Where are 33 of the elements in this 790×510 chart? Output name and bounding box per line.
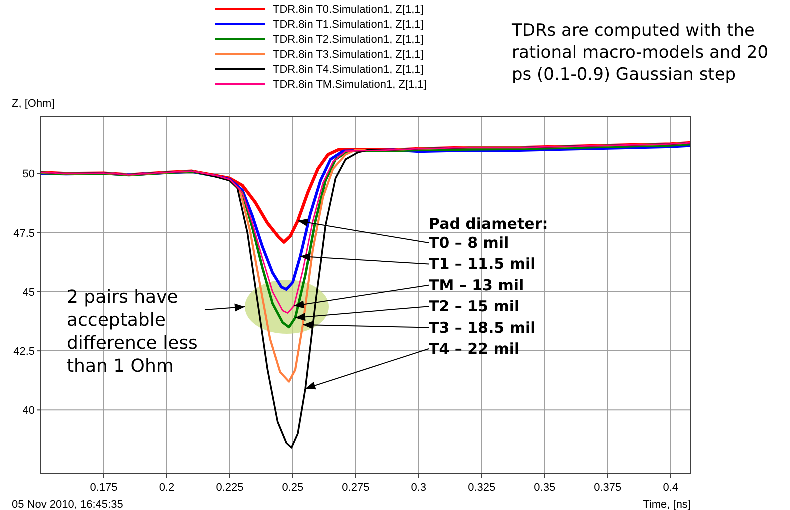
legend-label: TDR.8in TM.Simulation1, Z[1,1]: [273, 79, 427, 91]
text: TDRs are computed with the rational macro-models and 20 ps (0.1-0.9) Gaussian step: [511, 21, 769, 85]
y-tick-label: 47.5: [14, 228, 35, 240]
annotation: 2 pairs have acceptable difference less than 1 Ohm: [67, 287, 198, 377]
annotation: T2 – 15 mil: [429, 298, 520, 316]
annotation: Pad diameter:: [429, 215, 548, 233]
annotation: TM – 13 mil: [429, 276, 524, 294]
x-tick-label: 0.225: [216, 482, 244, 494]
x-tick-label: 0.2: [159, 482, 175, 494]
y-tick-label: 40: [22, 405, 35, 418]
y-axis-title: Z, [Ohm]: [12, 98, 55, 110]
x-tick-label: 0.4: [663, 482, 678, 494]
x-tick-label: 0.25: [282, 482, 304, 494]
legend-label: TDR.8in T3.Simulation1, Z[1,1]: [273, 49, 424, 61]
x-tick-label: 0.35: [534, 482, 556, 494]
x-tick-label: 0.275: [342, 482, 370, 494]
y-tick-label: 50: [22, 168, 35, 181]
y-tick-label: 42.5: [14, 346, 35, 358]
annotation: T3 – 18.5 mil: [429, 318, 536, 337]
x-tick-label: 0.325: [468, 482, 496, 494]
x-tick-label: 0.375: [594, 482, 622, 494]
x-axis-title: Time, [ns]: [643, 499, 691, 510]
x-tick-label: 0.3: [411, 482, 427, 494]
annotation: T4 – 22 mil: [429, 340, 520, 358]
x-tick-label: 0.175: [90, 482, 118, 494]
y-tick-label: 45: [22, 286, 35, 299]
legend-label: TDR.8in T4.Simulation1, Z[1,1]: [273, 64, 424, 76]
legend-label: TDR.8in T2.Simulation1, Z[1,1]: [273, 34, 424, 46]
annotation: T1 – 11.5 mil: [429, 255, 536, 274]
text: 05 Nov 2010, 16:45:35: [12, 499, 124, 510]
legend-label: TDR.8in T1.Simulation1, Z[1,1]: [273, 19, 424, 31]
legend-label: TDR.8in T0.Simulation1, Z[1,1]: [273, 4, 424, 16]
annotation: T0 – 8 mil: [429, 234, 510, 252]
